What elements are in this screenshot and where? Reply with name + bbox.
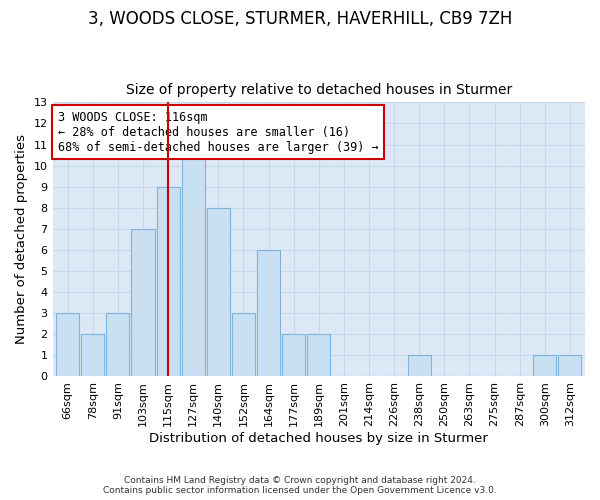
Bar <box>559 356 581 376</box>
Bar <box>182 144 205 376</box>
Bar <box>157 186 179 376</box>
Text: Contains HM Land Registry data © Crown copyright and database right 2024.
Contai: Contains HM Land Registry data © Crown c… <box>103 476 497 495</box>
Y-axis label: Number of detached properties: Number of detached properties <box>15 134 28 344</box>
Title: Size of property relative to detached houses in Sturmer: Size of property relative to detached ho… <box>125 83 512 97</box>
Bar <box>282 334 305 376</box>
Bar <box>407 356 431 376</box>
Bar <box>106 313 130 376</box>
Bar <box>257 250 280 376</box>
Text: 3 WOODS CLOSE: 116sqm
← 28% of detached houses are smaller (16)
68% of semi-deta: 3 WOODS CLOSE: 116sqm ← 28% of detached … <box>58 110 379 154</box>
Bar <box>307 334 331 376</box>
Text: 3, WOODS CLOSE, STURMER, HAVERHILL, CB9 7ZH: 3, WOODS CLOSE, STURMER, HAVERHILL, CB9 … <box>88 10 512 28</box>
Bar <box>207 208 230 376</box>
Bar <box>533 356 556 376</box>
Bar <box>131 229 155 376</box>
Bar <box>81 334 104 376</box>
X-axis label: Distribution of detached houses by size in Sturmer: Distribution of detached houses by size … <box>149 432 488 445</box>
Bar <box>56 313 79 376</box>
Bar <box>232 313 255 376</box>
